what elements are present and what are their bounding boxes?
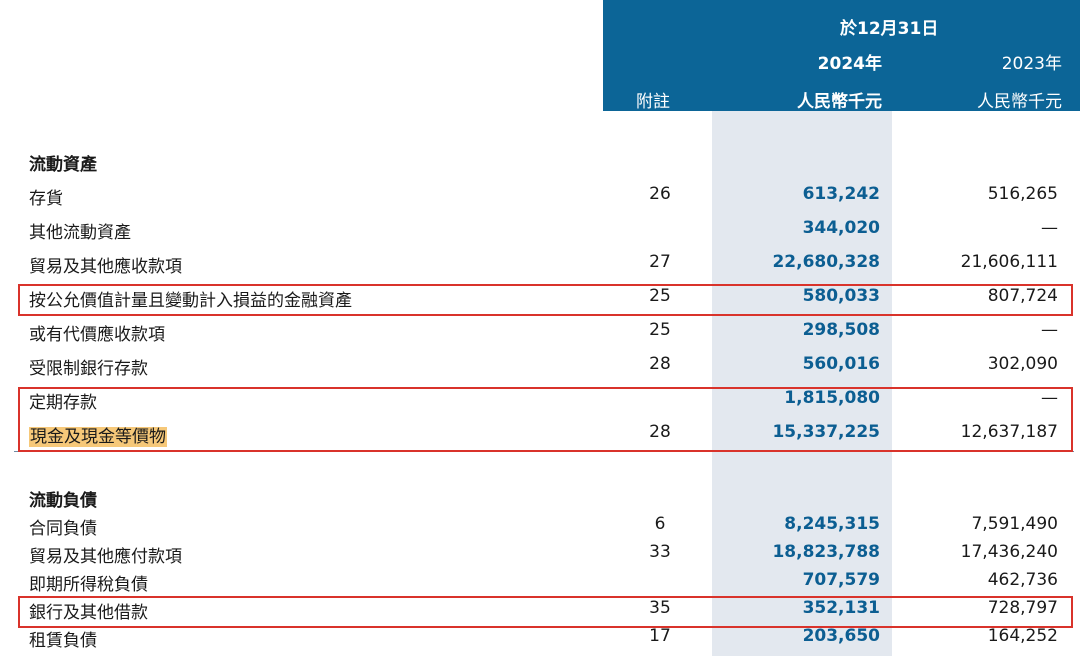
table-row: 或有代價應收款項 25 298,508 — xyxy=(0,320,1080,350)
table-row: 其他流動資產 344,020 — xyxy=(0,218,1080,248)
row-value-2023: 164,252 xyxy=(987,626,1058,646)
row-value-2023: 728,797 xyxy=(987,598,1058,618)
row-value-2023: 7,591,490 xyxy=(971,514,1058,534)
row-label: 貿易及其他應收款項 xyxy=(29,257,182,277)
section-heading-current-assets: 流動資產 xyxy=(0,150,1080,180)
row-label: 或有代價應收款項 xyxy=(29,325,165,345)
row-value-2024: 352,131 xyxy=(802,598,880,618)
table-row: 貿易及其他應收款項 27 22,680,328 21,606,111 xyxy=(0,252,1080,282)
table-row: 定期存款 1,815,080 — xyxy=(0,388,1080,418)
unit-prior-header: 人民幣千元 xyxy=(977,92,1062,112)
year-prior-header: 2023年 xyxy=(1001,54,1062,74)
row-label: 租賃負債 xyxy=(29,631,97,651)
table-row: 即期所得稅負債 707,579 462,736 xyxy=(0,570,1080,600)
row-value-2024: 344,020 xyxy=(802,218,880,238)
table-header-band xyxy=(603,0,1080,111)
row-value-2023: 302,090 xyxy=(987,354,1058,374)
row-label: 銀行及其他借款 xyxy=(29,603,148,623)
section-divider xyxy=(14,451,1074,452)
table-row: 現金及現金等價物 28 15,337,225 12,637,187 xyxy=(0,422,1080,452)
row-value-2024: 298,508 xyxy=(802,320,880,340)
row-note: 35 xyxy=(649,598,671,618)
row-value-2023: 17,436,240 xyxy=(960,542,1058,562)
row-value-2024: 613,242 xyxy=(802,184,880,204)
row-note: 28 xyxy=(649,354,671,374)
row-value-2023: 807,724 xyxy=(987,286,1058,306)
row-label: 存貨 xyxy=(29,189,63,209)
row-value-2024: 18,823,788 xyxy=(772,542,880,562)
row-value-2023: — xyxy=(1041,388,1058,408)
row-note: 33 xyxy=(649,542,671,562)
row-note: 28 xyxy=(649,422,671,442)
row-value-2023: — xyxy=(1041,320,1058,340)
row-value-2023: — xyxy=(1041,218,1058,238)
row-value-2024: 22,680,328 xyxy=(772,252,880,272)
period-header: 於12月31日 xyxy=(840,19,939,39)
row-note: 6 xyxy=(654,514,666,534)
row-value-2024: 707,579 xyxy=(802,570,880,590)
year-current-header: 2024年 xyxy=(817,54,882,74)
row-value-2023: 462,736 xyxy=(987,570,1058,590)
row-value-2023: 516,265 xyxy=(987,184,1058,204)
unit-current-header: 人民幣千元 xyxy=(797,92,882,112)
table-row: 貿易及其他應付款項 33 18,823,788 17,436,240 xyxy=(0,542,1080,572)
row-label: 合同負債 xyxy=(29,519,97,539)
row-value-2024: 560,016 xyxy=(802,354,880,374)
row-value-2024: 580,033 xyxy=(802,286,880,306)
row-label: 按公允價值計量且變動計入損益的金融資產 xyxy=(29,291,352,311)
row-note: 27 xyxy=(649,252,671,272)
table-row: 合同負債 6 8,245,315 7,591,490 xyxy=(0,514,1080,544)
section-title: 流動負債 xyxy=(29,491,97,511)
table-row: 銀行及其他借款 35 352,131 728,797 xyxy=(0,598,1080,628)
table-row: 受限制銀行存款 28 560,016 302,090 xyxy=(0,354,1080,384)
row-value-2023: 12,637,187 xyxy=(960,422,1058,442)
row-note: 25 xyxy=(649,286,671,306)
current-year-shaded-column xyxy=(712,111,892,656)
section-title: 流動資產 xyxy=(29,155,97,175)
row-note: 26 xyxy=(649,184,671,204)
row-label: 即期所得稅負債 xyxy=(29,575,148,595)
section-heading-current-liabilities: 流動負債 xyxy=(0,486,1080,516)
table-row: 租賃負債 17 203,650 164,252 xyxy=(0,626,1080,656)
row-value-2024: 1,815,080 xyxy=(784,388,880,408)
row-value-2024: 15,337,225 xyxy=(772,422,880,442)
table-row: 按公允價值計量且變動計入損益的金融資產 25 580,033 807,724 xyxy=(0,286,1080,316)
row-value-2024: 203,650 xyxy=(802,626,880,646)
table-row: 存貨 26 613,242 516,265 xyxy=(0,184,1080,214)
row-note: 25 xyxy=(649,320,671,340)
row-label: 其他流動資產 xyxy=(29,223,131,243)
row-label: 受限制銀行存款 xyxy=(29,359,148,379)
row-value-2023: 21,606,111 xyxy=(960,252,1058,272)
note-column-header: 附註 xyxy=(636,92,670,112)
row-value-2024: 8,245,315 xyxy=(784,514,880,534)
highlighted-text: 現金及現金等價物 xyxy=(29,427,167,447)
row-label: 現金及現金等價物 xyxy=(29,422,167,447)
row-label: 貿易及其他應付款項 xyxy=(29,547,182,567)
row-note: 17 xyxy=(649,626,671,646)
row-label: 定期存款 xyxy=(29,393,97,413)
